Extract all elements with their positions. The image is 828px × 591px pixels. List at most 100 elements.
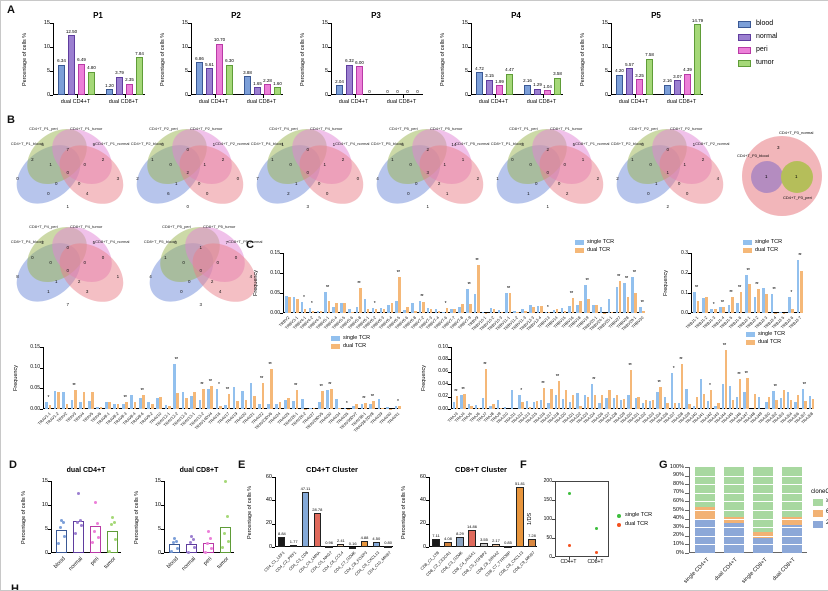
dot-peri [204,551,207,554]
venn-count-BD: 0 [323,191,331,196]
bar-dual [159,397,162,409]
chart-title: P4 [469,11,563,20]
bar-dual [587,299,590,313]
bar-single [639,307,642,313]
bar-tumor [226,65,233,95]
dot-normal [74,532,77,535]
bar-dual [556,309,559,313]
y-tick [188,71,191,72]
bar-value: 7.84 [129,51,150,56]
venn-count-B: 3 [519,142,527,147]
bar-dual [288,297,291,313]
sig-mark: ** [66,383,83,389]
y-axis-title: Percentage of cells % [440,23,447,95]
x-group-tick [495,95,496,98]
bar-single [324,292,327,313]
bar-dual [757,289,760,313]
venn-count-ACD: 0 [675,181,683,186]
y-tick-label: 80% [665,481,684,487]
bar-single [372,308,375,313]
bar-dual [117,404,120,409]
y-tick-label: 30% [665,524,684,530]
tumor-swatch [738,60,751,67]
chart-title: dual CD8+T [162,467,236,474]
single-tcr-swatch [575,240,584,245]
x-tick-label: blood [166,556,180,570]
y-tick [685,467,689,468]
bar-single [442,312,445,313]
venn-count-C: 7 [223,240,231,245]
bar-dual [219,406,222,409]
venn-count-ACD: 2 [208,279,216,284]
bar-value: 4.72 [469,66,490,71]
dot-tumor [113,521,116,524]
x-group-tick [215,95,216,98]
venn-count-AB: 1 [148,157,156,162]
sig-mark: * [389,399,406,405]
x-group-label: dual CD4+T [609,99,659,105]
euler-peri-label: CD4+T_P3_peri [783,195,812,200]
venn-set-label: CD4+T_P4_tumor [310,126,342,131]
bar-normal [346,65,353,95]
venn-count-AC: 0 [404,191,412,196]
venn-count-ABD: 1 [52,279,60,284]
venn-count-C: 1 [210,142,218,147]
dual-tcr-label: dual TCR [758,339,781,345]
y-tick [688,273,691,274]
y-axis-title: Frequency [421,347,428,409]
venn-set-label: CD8+T_P4_peri [29,224,58,229]
venn-count-AD: 3 [197,302,205,307]
bar-dual [296,299,299,313]
bar-value: 4.80 [81,65,102,70]
y-tick-label: 0.00 [432,406,448,412]
bar-single [797,260,800,313]
bar-single [182,392,185,409]
y-tick [40,347,43,348]
bar-dual [355,404,358,409]
x-group-tick [77,95,78,98]
legend-title: cloneCount [811,489,828,495]
bar-single [466,289,469,313]
y-tick-label: 15 [591,20,608,26]
y-tick [280,253,283,254]
bar-dual [367,309,370,313]
bar-CD8_C3_GZMK [456,537,463,547]
sig-mark: * [296,295,312,301]
bar-dual [414,311,417,313]
bar-dual [746,378,748,409]
bar-dual [696,397,698,409]
sig-mark: * [437,301,453,307]
bar-normal [674,80,681,95]
single-tcr-label: single TCR [758,331,785,337]
dot-peri [209,537,212,540]
venn-count-C: 5 [90,240,98,245]
venn-count-BCD: 1 [321,162,329,167]
venn-count-CD: 2 [339,157,347,162]
bar-tumor [274,87,281,95]
y-tick [328,71,331,72]
sig-mark: ** [414,294,430,300]
bar-dual [548,312,551,313]
venn-count-A: 1 [494,176,502,181]
venn-count-AD: 1 [544,204,552,209]
y-axis-title: Percentage of cells % [134,481,141,553]
bar-blood [664,85,671,95]
dot-peri [207,530,210,533]
sig-mark: ** [287,383,304,389]
dual-tcr-swatch [331,344,340,349]
sig-mark: ** [477,362,492,368]
venn-count-ACD: 0 [555,181,563,186]
y-tick-label: 20 [257,520,272,526]
bar-value: 12.50 [61,29,82,34]
venn-count-AB: 1 [268,157,276,162]
y-tick [448,347,451,348]
dot-blood [176,547,179,550]
bar-value: 0.85 [498,540,518,545]
dot-tumor [114,538,117,541]
bar-dual [381,408,384,409]
plot-area [555,481,609,557]
